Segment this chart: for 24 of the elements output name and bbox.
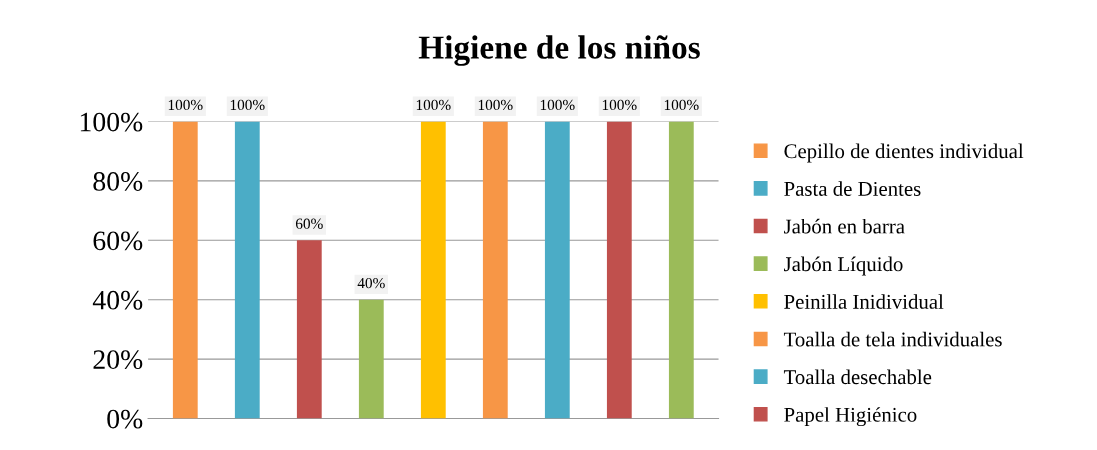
legend-label: Papel Higiénico: [784, 407, 917, 427]
data-label: 100%: [230, 99, 265, 111]
y-tick-label: 100%: [80, 112, 143, 132]
legend-label: Toalla desechable: [783, 369, 932, 385]
legend-label: Peinilla Inidividual: [784, 294, 944, 309]
legend-label: Jabón Líquido: [784, 256, 903, 276]
y-tick-label: 40%: [92, 290, 143, 310]
y-tick-label: 80%: [93, 172, 143, 191]
data-label: 60%: [295, 218, 323, 229]
legend-label: Pasta de Dientes: [784, 181, 921, 196]
legend-label: Cepillo de dientes individual: [784, 143, 1024, 163]
data-label: 100%: [478, 99, 513, 111]
y-tick-label: 60%: [93, 231, 143, 251]
y-tick-label: 20%: [93, 350, 143, 370]
chart-title: Higiene de los niños: [418, 35, 700, 66]
legend-label: Jabón en barra: [784, 218, 905, 234]
data-label: 40%: [357, 277, 385, 289]
data-label: 100%: [168, 99, 203, 111]
data-label: 100%: [416, 99, 451, 111]
y-tick-label: 0%: [107, 409, 143, 429]
legend-label: Toalla de tela individuales: [783, 331, 1002, 347]
data-label: 100%: [664, 99, 699, 111]
data-label: 100%: [602, 99, 637, 111]
data-label: 100%: [540, 99, 575, 111]
